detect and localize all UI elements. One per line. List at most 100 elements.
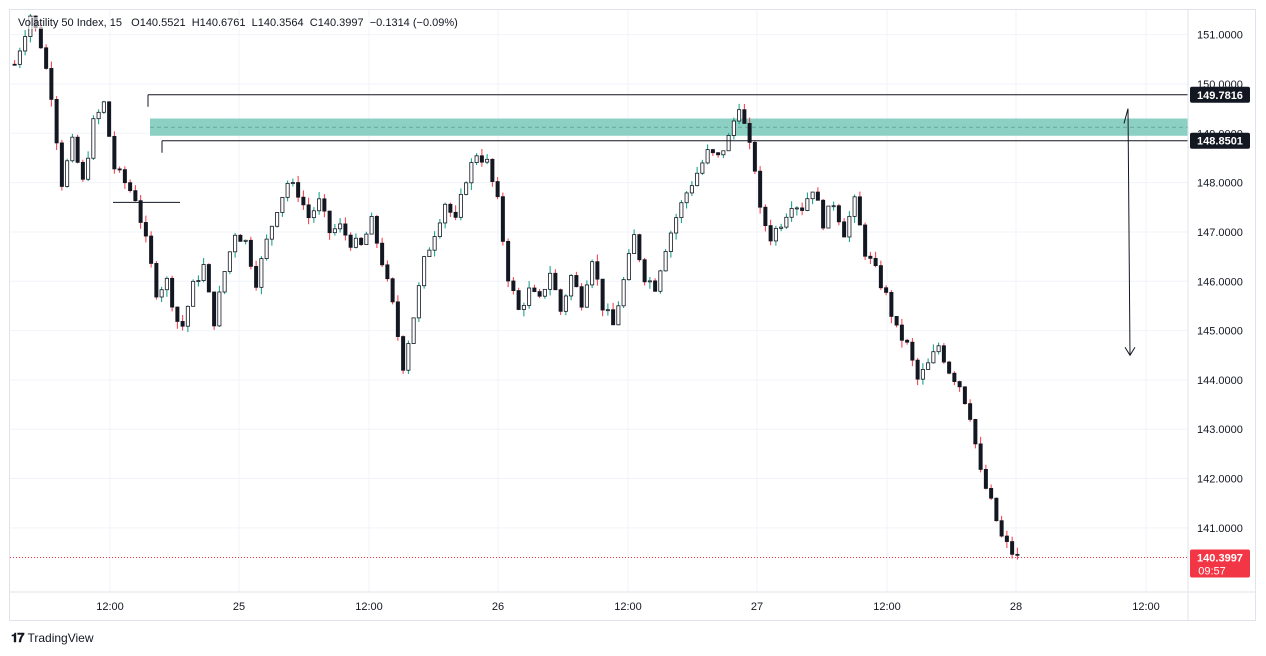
candle	[285, 180, 290, 202]
change-value: −0.1314 (−0.09%)	[369, 17, 458, 29]
candle	[857, 191, 862, 226]
candle-body	[227, 251, 232, 272]
candle-body	[80, 161, 85, 180]
candle-body	[322, 198, 327, 212]
candle	[726, 133, 731, 152]
candle-body	[821, 199, 826, 229]
candle	[852, 194, 857, 223]
candle	[133, 185, 138, 202]
candle	[222, 271, 227, 295]
candle	[227, 251, 232, 275]
candle	[674, 213, 679, 240]
brand-name[interactable]: TradingView	[27, 631, 94, 645]
candle-body	[38, 27, 43, 49]
candle-body	[994, 497, 999, 522]
candle-body	[332, 228, 337, 234]
candle-body	[385, 264, 390, 280]
candle	[605, 303, 610, 316]
candle-body	[353, 237, 358, 248]
candle	[632, 229, 637, 254]
candle-body	[222, 271, 227, 293]
candle	[548, 266, 553, 296]
candle	[117, 166, 122, 173]
candle-body	[443, 203, 448, 224]
candle	[752, 140, 757, 175]
candle	[1004, 530, 1009, 549]
candle	[847, 211, 852, 243]
symbol-name[interactable]: Volatility 50 Index, 15	[18, 17, 122, 29]
candle-body	[143, 222, 148, 237]
candle	[91, 115, 96, 160]
candle	[537, 289, 542, 299]
candle-body	[170, 277, 175, 308]
candle-body	[138, 200, 143, 223]
upper-level-label-box	[1190, 86, 1250, 103]
candle-body	[962, 386, 967, 405]
candle-body	[306, 204, 311, 219]
candle	[395, 295, 400, 341]
candle	[443, 202, 448, 229]
candle-body	[280, 196, 285, 213]
candle-body	[595, 261, 600, 280]
candle	[432, 231, 437, 257]
candle	[553, 269, 558, 291]
candle-body	[910, 341, 915, 361]
candle-body	[605, 309, 610, 312]
candle-body	[364, 233, 369, 245]
x-tick-label: 12:00	[1132, 601, 1160, 613]
candle	[369, 212, 374, 235]
candle	[485, 154, 490, 165]
candle	[915, 357, 920, 386]
candle	[149, 231, 154, 268]
drawings[interactable]	[10, 94, 1188, 558]
candle-body	[737, 109, 742, 122]
candle	[254, 260, 259, 291]
candle	[327, 210, 332, 240]
candle-body	[343, 223, 348, 236]
candle	[269, 225, 274, 246]
candle-body	[784, 216, 789, 228]
candle-body	[390, 278, 395, 303]
candle	[138, 194, 143, 229]
candle-body	[873, 257, 878, 267]
candle-body	[506, 240, 511, 282]
candle-body	[553, 272, 558, 291]
candle-body	[700, 162, 705, 174]
candle-body	[348, 234, 353, 248]
candle	[563, 294, 568, 316]
candle	[637, 233, 642, 263]
candle-body	[742, 109, 747, 124]
candle-body	[558, 289, 563, 312]
tradingview-logo-icon[interactable]: 𝟏𝟕	[11, 630, 25, 645]
candle	[416, 282, 421, 322]
candle	[80, 159, 85, 182]
supply-zone[interactable]	[150, 118, 1188, 136]
candle-body	[437, 222, 442, 237]
y-tick-label: 142.0000	[1197, 474, 1243, 486]
chart-frame[interactable]	[9, 9, 1256, 621]
candle	[994, 497, 999, 522]
candle-body	[684, 192, 689, 204]
candle	[595, 254, 600, 286]
current-price-label-box	[1190, 549, 1250, 578]
candle-body	[411, 317, 416, 344]
candle	[815, 187, 820, 201]
candle	[794, 206, 799, 216]
candle-body	[185, 305, 190, 327]
candle-body	[842, 221, 847, 238]
candle-body	[164, 277, 169, 291]
candle-body	[899, 324, 904, 341]
candle-body	[464, 182, 469, 195]
candle	[957, 380, 962, 392]
candle	[511, 277, 516, 295]
candle	[23, 30, 28, 56]
candle-body	[338, 223, 343, 230]
candle	[584, 280, 589, 308]
candle	[579, 283, 584, 311]
candle-body	[479, 155, 484, 163]
candle-body	[117, 168, 122, 171]
candle	[180, 315, 185, 331]
candle	[490, 158, 495, 187]
candle	[569, 273, 574, 301]
